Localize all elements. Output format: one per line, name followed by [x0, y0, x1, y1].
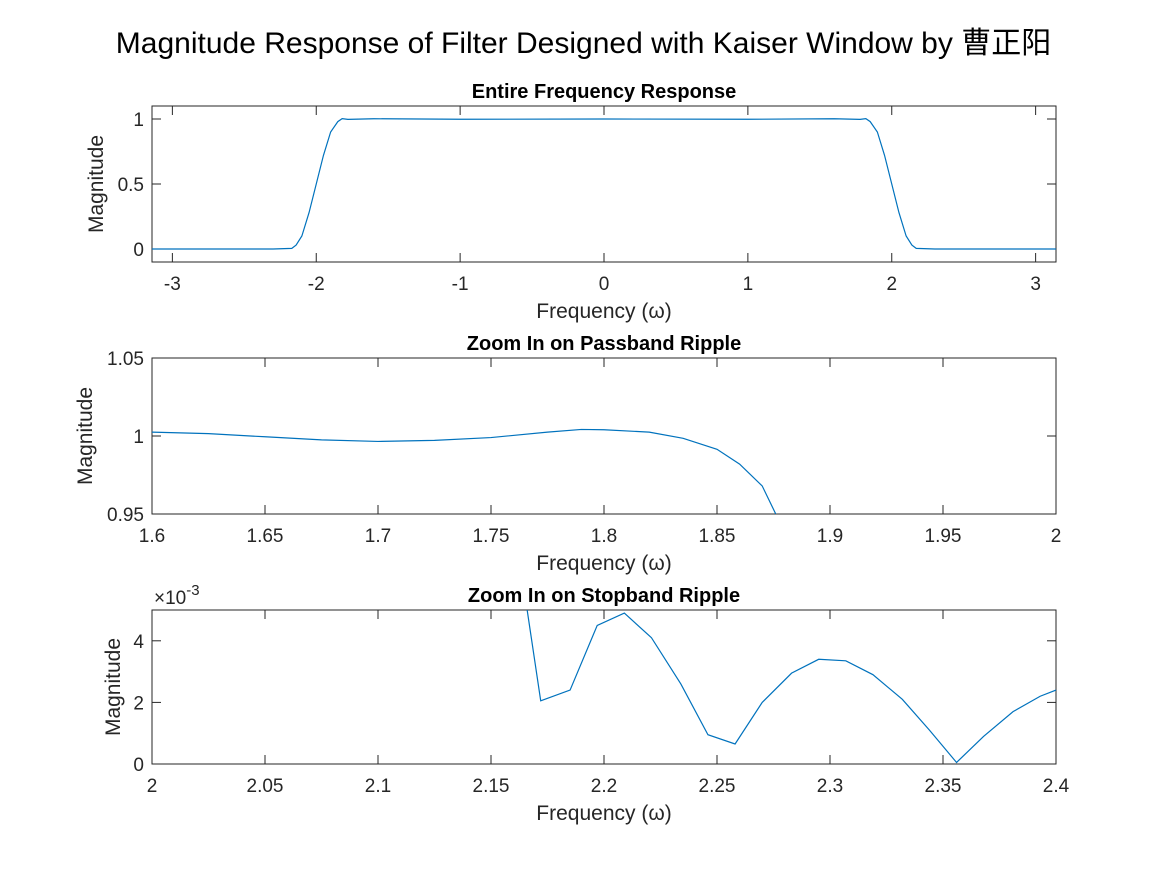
x-tick-label: 0 [599, 274, 610, 295]
y-tick-label: 2 [133, 693, 144, 714]
x-tick-label: 2.25 [699, 776, 736, 797]
y-tick-label: 0 [133, 240, 144, 261]
y-tick-label: 4 [133, 632, 144, 653]
subplot-passband-ripple: 1.6 1.65 1.7 1.75 1.8 1.85 1.9 1.95 2 0.95 1 1.05 Zo… [74, 333, 1061, 575]
x-tick-label: 2.4 [1043, 776, 1070, 797]
axes-box [151, 357, 1057, 515]
x-tick-label: 1.85 [699, 526, 736, 547]
series-line [526, 610, 1056, 764]
y-axis-label: Magnitude [102, 638, 125, 736]
y-tick-label: 0 [133, 755, 144, 776]
y-axis-label: Magnitude [74, 387, 97, 485]
x-tick-label: 1.9 [817, 526, 843, 547]
x-tick-label: 1.6 [139, 526, 165, 547]
series-line [152, 117, 1056, 250]
x-tick-label: 1.7 [365, 526, 391, 547]
x-tick-label: 1.65 [247, 526, 284, 547]
y-axis-label: Magnitude [85, 135, 108, 233]
x-tick-label: 2.3 [817, 776, 843, 797]
x-tick-label: 1.95 [925, 526, 962, 547]
y-tick-label: 1.05 [107, 349, 144, 370]
x-tick-label: 2.1 [365, 776, 391, 797]
x-tick-label: 1 [743, 274, 754, 295]
y-tick-label: 0.95 [107, 505, 144, 526]
x-tick-label: 1.75 [473, 526, 510, 547]
figure-title: Magnitude Response of Filter Designed wi… [115, 27, 1052, 60]
x-tick-label: 2.15 [473, 776, 510, 797]
axes-box [151, 105, 1057, 263]
x-axis-label: Frequency (ω) [536, 300, 671, 323]
x-tick-label: 2 [1051, 526, 1062, 547]
x-axis-label: Frequency (ω) [536, 552, 671, 575]
axes-box [151, 609, 1057, 765]
x-tick-label: 2 [147, 776, 158, 797]
x-tick-label: 2.05 [247, 776, 284, 797]
x-tick-label: 2.35 [925, 776, 962, 797]
x-tick-label: 3 [1030, 274, 1041, 295]
x-axis-label: Frequency (ω) [536, 802, 671, 825]
x-tick-label: -3 [164, 274, 181, 295]
x-tick-label: 2.2 [591, 776, 617, 797]
x-tick-label: -1 [452, 274, 469, 295]
subplot-title: Entire Frequency Response [472, 81, 737, 103]
subplot-entire-response: -3 -2 -1 0 1 2 3 0 0.5 1 Entire Frequency Response… [85, 81, 1057, 323]
y-tick-label: 0.5 [118, 175, 144, 196]
y-tick-label: 1 [133, 110, 144, 131]
series-line [152, 428, 777, 514]
y-exponent-power: -3 [186, 582, 199, 599]
x-tick-label: 2 [886, 274, 897, 295]
subplot-title: Zoom In on Stopband Ripple [468, 585, 740, 607]
x-tick-label: 1.8 [591, 526, 617, 547]
y-tick-label: 1 [133, 427, 144, 448]
subplot-title: Zoom In on Passband Ripple [467, 333, 741, 355]
x-tick-label: -2 [308, 274, 325, 295]
y-exponent-label: ×10-3 [154, 582, 200, 609]
